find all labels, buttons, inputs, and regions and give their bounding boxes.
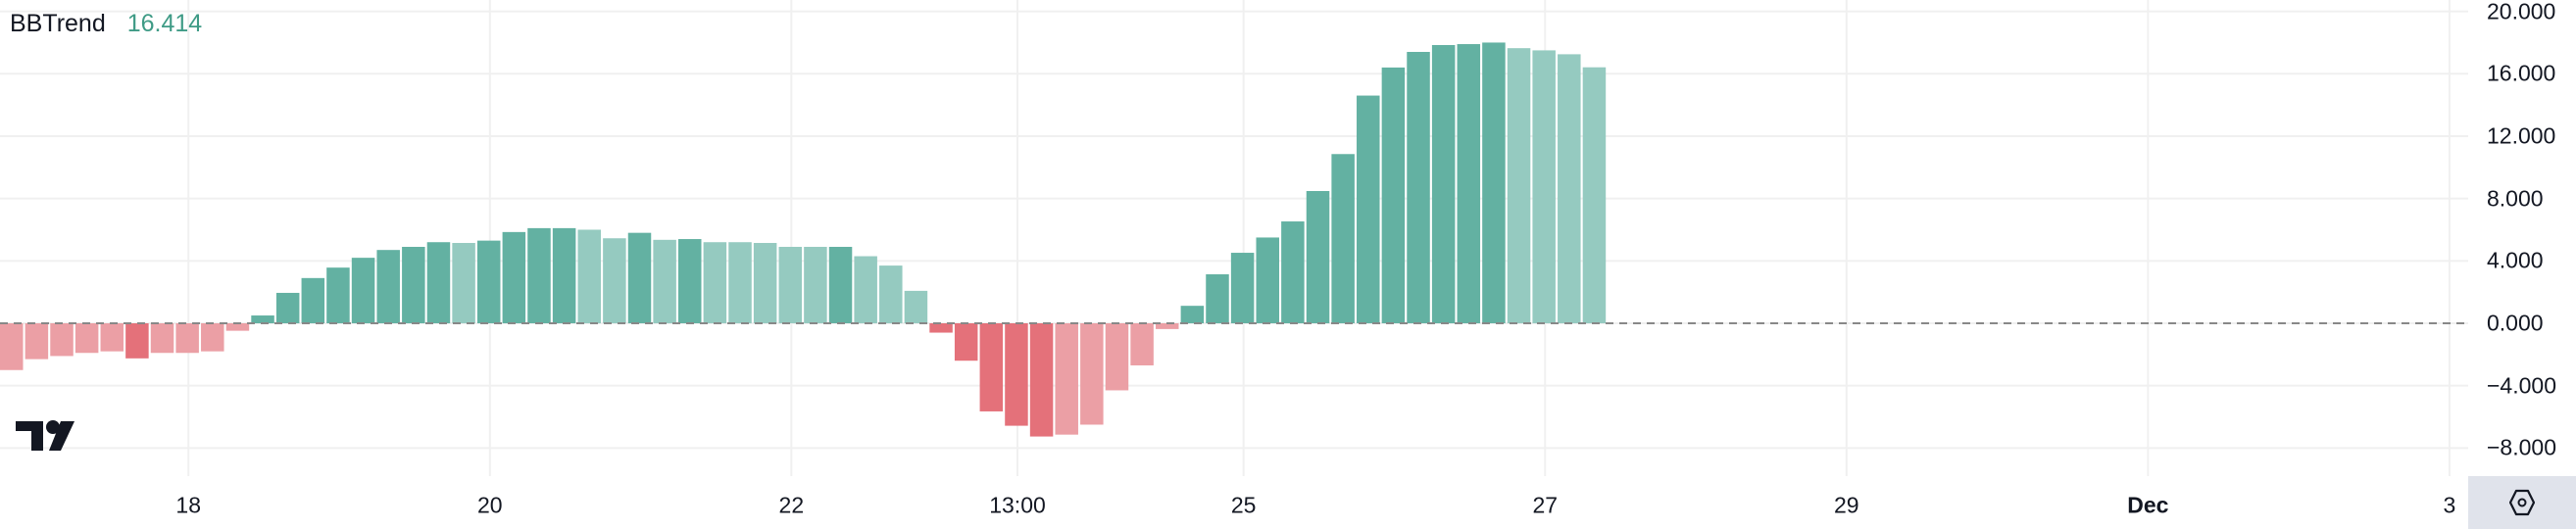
histogram-bar	[929, 323, 953, 333]
x-tick-label: 25	[1230, 492, 1257, 518]
y-tick-label: −8.000	[2487, 434, 2556, 460]
histogram-bar	[753, 243, 777, 323]
x-tick-label: Dec	[2127, 492, 2169, 518]
histogram-bar	[201, 323, 224, 352]
histogram-bar	[603, 238, 626, 323]
histogram-bar	[50, 323, 74, 357]
histogram-bar	[1029, 323, 1054, 437]
histogram-bar	[1080, 323, 1104, 425]
histogram-bar	[74, 323, 99, 354]
histogram-bar	[1482, 42, 1506, 323]
histogram-bar	[1582, 67, 1607, 323]
histogram-bar	[1381, 67, 1406, 324]
histogram-bar	[1532, 50, 1556, 324]
histogram-bar	[954, 323, 978, 361]
histogram-bar	[879, 265, 903, 323]
histogram-bar	[452, 243, 475, 323]
histogram-bar	[979, 323, 1004, 411]
axis-settings-button[interactable]	[2468, 476, 2576, 529]
histogram-bar	[275, 292, 300, 323]
histogram-bar	[577, 229, 601, 323]
histogram-bar	[828, 246, 853, 323]
histogram-bar	[1180, 306, 1205, 323]
histogram-bar	[1256, 237, 1279, 323]
histogram-bar	[426, 242, 451, 323]
histogram-bar	[728, 242, 752, 323]
histogram-bar	[175, 323, 199, 354]
histogram-bar	[351, 258, 375, 323]
histogram-bar	[552, 227, 576, 323]
histogram-bar	[1005, 323, 1028, 426]
x-tick-label: 18	[175, 492, 202, 518]
histogram-bar	[1331, 154, 1355, 323]
histogram-bar	[0, 323, 24, 370]
y-tick-label: 4.000	[2487, 247, 2544, 273]
histogram-bar	[1507, 48, 1531, 323]
x-tick-label: 20	[476, 492, 503, 518]
histogram-bar	[1055, 323, 1078, 435]
histogram-bar	[100, 323, 124, 352]
x-tick-label: 29	[1834, 492, 1859, 518]
indicator-value: 16.414	[126, 10, 203, 37]
y-tick-label: 8.000	[2487, 185, 2544, 212]
y-tick-label: 20.000	[2487, 0, 2556, 24]
indicator-name: BBTrend	[10, 10, 106, 37]
x-tick-label: 13:00	[989, 492, 1046, 518]
y-tick-label: 12.000	[2487, 122, 2556, 149]
histogram-bar	[376, 250, 400, 323]
histogram-bar	[1407, 51, 1430, 323]
histogram-bar	[1206, 274, 1229, 323]
histogram-bar	[527, 227, 551, 323]
histogram-bar	[1105, 323, 1129, 391]
x-tick-label: 3	[2443, 492, 2456, 518]
histogram-bar	[1431, 44, 1456, 323]
y-tick-label: −4.000	[2487, 372, 2556, 399]
histogram-bar	[1558, 54, 1581, 323]
histogram-bar	[502, 231, 526, 323]
histogram-bar	[1457, 44, 1481, 323]
histogram-bar	[1281, 221, 1305, 323]
histogram-bar	[778, 246, 803, 323]
histogram-bar	[1306, 190, 1330, 323]
x-tick-label: 27	[1532, 492, 1559, 518]
tradingview-logo-icon[interactable]	[14, 417, 74, 456]
histogram-bar	[251, 315, 274, 323]
histogram-bar	[25, 323, 49, 360]
histogram-bar	[301, 277, 325, 323]
histogram-bar	[627, 232, 652, 323]
histogram-bar	[904, 290, 928, 323]
histogram-bar	[854, 256, 877, 323]
histogram-bar	[703, 242, 727, 323]
gridlines	[0, 0, 2468, 476]
histogram-bar	[225, 323, 250, 331]
histogram-bar	[653, 239, 676, 323]
histogram-bar	[326, 267, 350, 323]
y-tick-label: 0.000	[2487, 310, 2544, 336]
histogram-bar	[678, 239, 702, 323]
histogram-bar	[1130, 323, 1154, 365]
histogram-bar	[1155, 323, 1179, 329]
indicator-legend[interactable]: BBTrend 16.414	[10, 10, 202, 38]
histogram-bar	[1357, 95, 1380, 324]
hexagon-gear-icon	[2509, 489, 2535, 516]
histogram-bar	[125, 323, 149, 359]
histogram-bar	[402, 246, 425, 323]
histogram-bar	[1230, 253, 1255, 323]
x-tick-label: 22	[778, 492, 805, 518]
chart-pane[interactable]	[0, 0, 2468, 476]
histogram-bar	[804, 246, 827, 323]
histogram-bar	[150, 323, 174, 354]
histogram-bar	[476, 240, 501, 323]
histogram-bars	[0, 42, 1607, 437]
y-tick-label: 16.000	[2487, 60, 2556, 86]
